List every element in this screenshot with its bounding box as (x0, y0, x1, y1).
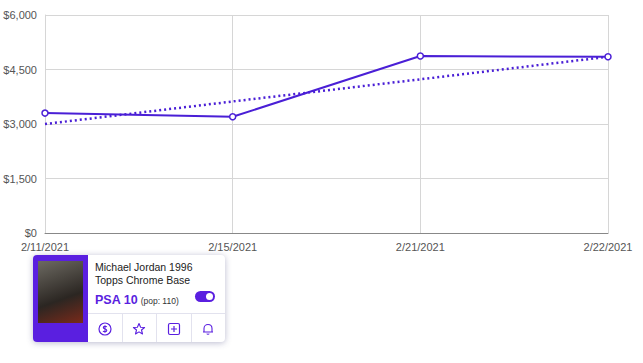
svg-text:$3,000: $3,000 (3, 118, 37, 130)
svg-text:2/21/2021: 2/21/2021 (396, 241, 445, 253)
svg-text:$0: $0 (25, 227, 37, 239)
svg-text:$1,500: $1,500 (3, 173, 37, 185)
html-text:PSA 10 (pop: 110): PSA 10 (pop: 110) (95, 293, 179, 307)
svg-text:2/11/2021: 2/11/2021 (21, 241, 69, 253)
svg-text:$6,000: $6,000 (3, 9, 37, 21)
svg-text:2/22/2021: 2/22/2021 (584, 241, 633, 253)
svg-text:$4,500: $4,500 (3, 64, 37, 76)
html-text:Michael Jordan 1996 Topps Chro: Michael Jordan 1996 Topps Chrome Base (95, 261, 193, 286)
svg-text:2/15/2021: 2/15/2021 (208, 241, 257, 253)
